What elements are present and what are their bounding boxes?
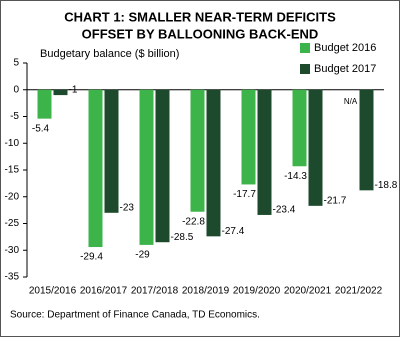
legend-label: Budget 2016 xyxy=(314,42,376,54)
value-label: N/A xyxy=(344,97,358,106)
source-note: Source: Department of Finance Canada, TD… xyxy=(10,310,260,321)
legend-swatch xyxy=(300,43,310,53)
chart-title: OFFSET BY BALLOONING BACK-END xyxy=(82,26,319,41)
bar xyxy=(88,89,103,248)
bar xyxy=(206,89,221,237)
y-tick-label: -5 xyxy=(10,111,19,122)
bar xyxy=(53,89,68,96)
x-tick-label: 2015/2016 xyxy=(29,286,77,297)
bar xyxy=(359,89,374,191)
y-tick-label: -20 xyxy=(5,191,20,202)
bar xyxy=(257,89,272,215)
value-label: -27.4 xyxy=(222,226,245,237)
value-label: -21.7 xyxy=(324,195,347,206)
value-label: -28.5 xyxy=(171,232,194,243)
bar xyxy=(190,89,205,212)
value-label: -23.4 xyxy=(273,205,296,216)
y-tick-label: 5 xyxy=(13,58,19,69)
x-tick-label: 2021/2022 xyxy=(335,286,383,297)
bar xyxy=(308,89,323,206)
value-label: -17.7 xyxy=(233,189,256,200)
y-tick-label: -30 xyxy=(5,245,20,256)
value-label: -22.8 xyxy=(182,216,205,227)
y-tick-label: -25 xyxy=(5,218,20,229)
x-tick-label: 2020/2021 xyxy=(284,286,332,297)
value-label: -14.3 xyxy=(284,171,307,182)
value-label: -5.4 xyxy=(32,123,50,134)
bar xyxy=(155,89,170,243)
bar xyxy=(104,89,119,213)
chart-title: CHART 1: SMALLER NEAR-TERM DEFICITS xyxy=(64,9,336,24)
y-tick-label: -35 xyxy=(5,272,20,283)
bar xyxy=(241,89,256,185)
legend-label: Budget 2017 xyxy=(314,63,376,75)
bar xyxy=(292,89,307,167)
bar xyxy=(139,89,154,245)
value-label: -29.4 xyxy=(80,252,103,263)
value-label: -1 xyxy=(69,85,78,96)
value-label: -23 xyxy=(120,202,135,213)
bar xyxy=(37,89,52,119)
y-tick-label: -15 xyxy=(5,165,20,176)
legend-swatch xyxy=(300,64,310,74)
x-tick-label: 2017/2018 xyxy=(131,286,179,297)
x-tick-label: 2018/2019 xyxy=(182,286,230,297)
y-axis-label: Budgetary balance ($ billion) xyxy=(40,48,179,60)
value-label: -18.8 xyxy=(375,180,398,191)
value-label: -29 xyxy=(135,250,150,261)
x-tick-label: 2019/2020 xyxy=(233,286,281,297)
x-tick-label: 2016/2017 xyxy=(80,286,128,297)
y-tick-label: -10 xyxy=(5,138,20,149)
y-tick-label: 0 xyxy=(13,84,19,95)
